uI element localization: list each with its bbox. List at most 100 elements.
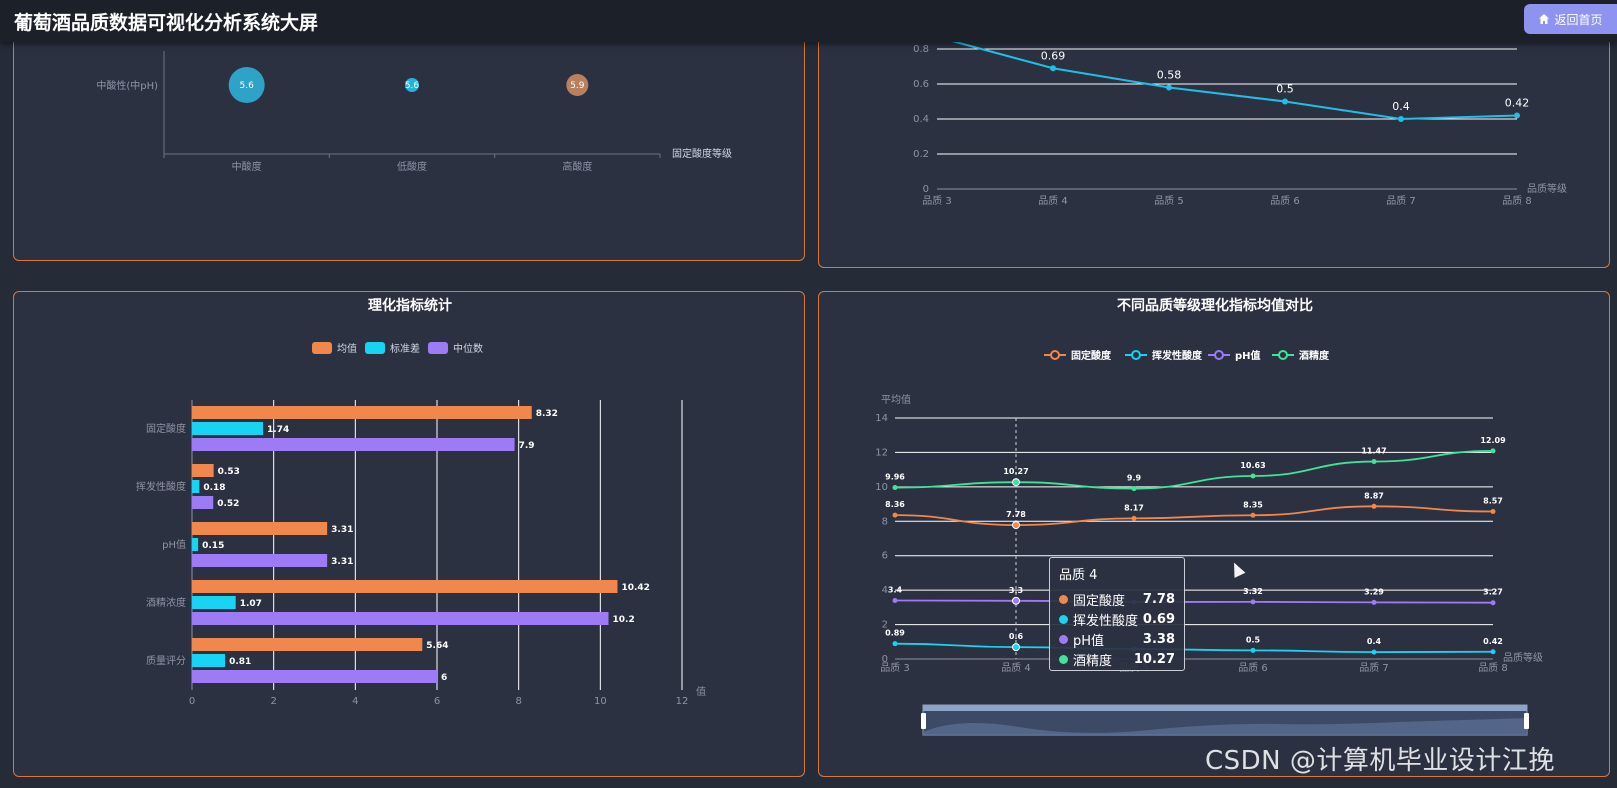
bar-label: 6 (441, 673, 447, 683)
x-tick-label: 10 (594, 696, 607, 707)
acidity-bubble-chart: 中酸度 低酸度 高酸度 中酸性(中pH) 固定酸度等级 5.6 5.6 5.9 (96, 51, 732, 173)
legend-marker (1278, 350, 1288, 360)
bar-label: 0.53 (218, 467, 240, 477)
bar-label: 0.52 (217, 499, 239, 509)
data-label: 11.47 (1361, 447, 1386, 456)
series-line (894, 505, 1494, 526)
legend-marker (1131, 350, 1141, 360)
data-label: 0.6 (1009, 632, 1024, 641)
y-tick-label: 10 (875, 482, 888, 493)
data-label: 0.69 (1041, 49, 1066, 62)
legend-dot-icon (1059, 634, 1068, 644)
zoom-slider-preview (923, 718, 1527, 735)
data-point (1514, 112, 1520, 119)
y-tick-label: 14 (875, 413, 888, 424)
legend-marker (1214, 350, 1224, 360)
bar (192, 480, 200, 493)
bubble-point (566, 74, 589, 96)
bar (192, 438, 515, 451)
x-tick-label: 2 (270, 696, 276, 707)
tooltip-value: 0.69 (1142, 611, 1175, 627)
tooltip-row: pH值 3.38 (1059, 629, 1175, 649)
tooltip-row: 固定酸度 7.78 (1059, 589, 1175, 609)
data-point (1166, 84, 1172, 91)
legend-swatch (365, 342, 385, 354)
bar (192, 522, 328, 535)
legend-label: 固定酸度 (1071, 349, 1112, 362)
bar (192, 464, 214, 477)
data-label: 8.17 (1124, 503, 1144, 512)
legend-dot-icon (1059, 654, 1068, 664)
stats-panel: 理化指标统计 均值 标准差 中位数 0 2 4 6 8 10 12 值 固定酸度 8.32 1.74 7.9 挥… (13, 291, 805, 777)
y-tick-label: pH值 (162, 538, 186, 551)
y-tick-label: 6 (882, 551, 888, 562)
bubble-point (228, 67, 265, 103)
data-point (1012, 521, 1020, 530)
data-label: 9.96 (885, 473, 905, 482)
y-tick-label: 4 (882, 585, 888, 596)
series-line (894, 642, 1494, 654)
tooltip-row: 挥发性酸度 0.69 (1059, 609, 1175, 629)
data-point (1250, 647, 1256, 653)
data-label: 7.78 (1006, 510, 1026, 519)
tooltip-value: 10.27 (1133, 651, 1175, 667)
data-label: 8.87 (1364, 491, 1384, 500)
y-category-label: 中酸性(中pH) (96, 79, 158, 92)
y-tick-label: 0 (923, 184, 929, 195)
legend-label: 酒精度 (1299, 349, 1330, 362)
data-label: 3.32 (1243, 587, 1263, 596)
bar (192, 638, 423, 651)
x-axis-title: 品质等级 (1503, 651, 1543, 664)
legend-dot-icon (1059, 594, 1068, 604)
data-label: 0.4 (1392, 100, 1410, 113)
data-point (892, 597, 898, 603)
x-tick-label: 0 (189, 696, 195, 707)
data-point (1371, 459, 1377, 465)
data-point (1371, 599, 1377, 605)
bubble-point (405, 78, 419, 92)
tooltip-row: 酒精度 10.27 (1059, 649, 1175, 669)
legend-label: 挥发性酸度 (1152, 349, 1203, 362)
bar-label: 8.32 (536, 409, 558, 419)
x-tick-label: 4 (352, 696, 358, 707)
data-point (1250, 512, 1256, 518)
series-line (894, 599, 1494, 604)
data-label: 3.3 (1009, 586, 1023, 595)
bar-label: 10.2 (613, 615, 635, 625)
volatile-acidity-chart: 0 0.2 0.4 0.6 0.8 品质 3 品质 4 品质 5 品质 6 品质 7 品质 8品质等… (913, 36, 1567, 207)
legend-label: 中位数 (453, 342, 483, 355)
data-label: 0.42 (1505, 97, 1530, 110)
x-tick-label: 低酸度 (397, 160, 427, 173)
y-tick-label: 0 (882, 654, 888, 665)
home-icon (1539, 14, 1550, 24)
home-button[interactable]: 返回首页 (1524, 4, 1617, 34)
x-tick-label: 品质 3 (922, 195, 952, 207)
tooltip-value: 3.38 (1142, 631, 1175, 647)
bubble-label: 5.9 (570, 81, 585, 91)
bar (192, 612, 609, 625)
x-axis-title: 品质等级 (1527, 182, 1567, 195)
y-tick-label: 12 (875, 447, 888, 458)
bar (192, 406, 532, 419)
data-label: 0.89 (885, 629, 905, 638)
volatile-acidity-panel: 0 0.2 0.4 0.6 0.8 品质 3 品质 4 品质 5 品质 6 品质 7 品质 8 品质等… (818, 30, 1610, 268)
bar (192, 422, 264, 435)
bar-label: 7.9 (519, 441, 535, 451)
data-point (1490, 448, 1496, 454)
x-tick-label: 6 (434, 696, 440, 707)
home-button-label: 返回首页 (1554, 12, 1603, 27)
y-tick-label: 0.6 (913, 79, 929, 90)
bar (192, 580, 618, 593)
data-point (1490, 649, 1496, 655)
data-label: 0.58 (1157, 69, 1182, 82)
y-tick-label: 0.2 (913, 149, 929, 160)
data-point (892, 512, 898, 518)
data-label: 3.29 (1364, 587, 1384, 596)
data-point (892, 485, 898, 491)
tooltip-name: pH值 (1073, 633, 1105, 649)
y-tick-label: 酒精浓度 (146, 596, 186, 609)
y-tick-label: 挥发性酸度 (136, 480, 186, 493)
zoom-slider-right-handle (1524, 713, 1529, 729)
legend-label: pH值 (1235, 349, 1261, 362)
data-point (1012, 643, 1020, 652)
